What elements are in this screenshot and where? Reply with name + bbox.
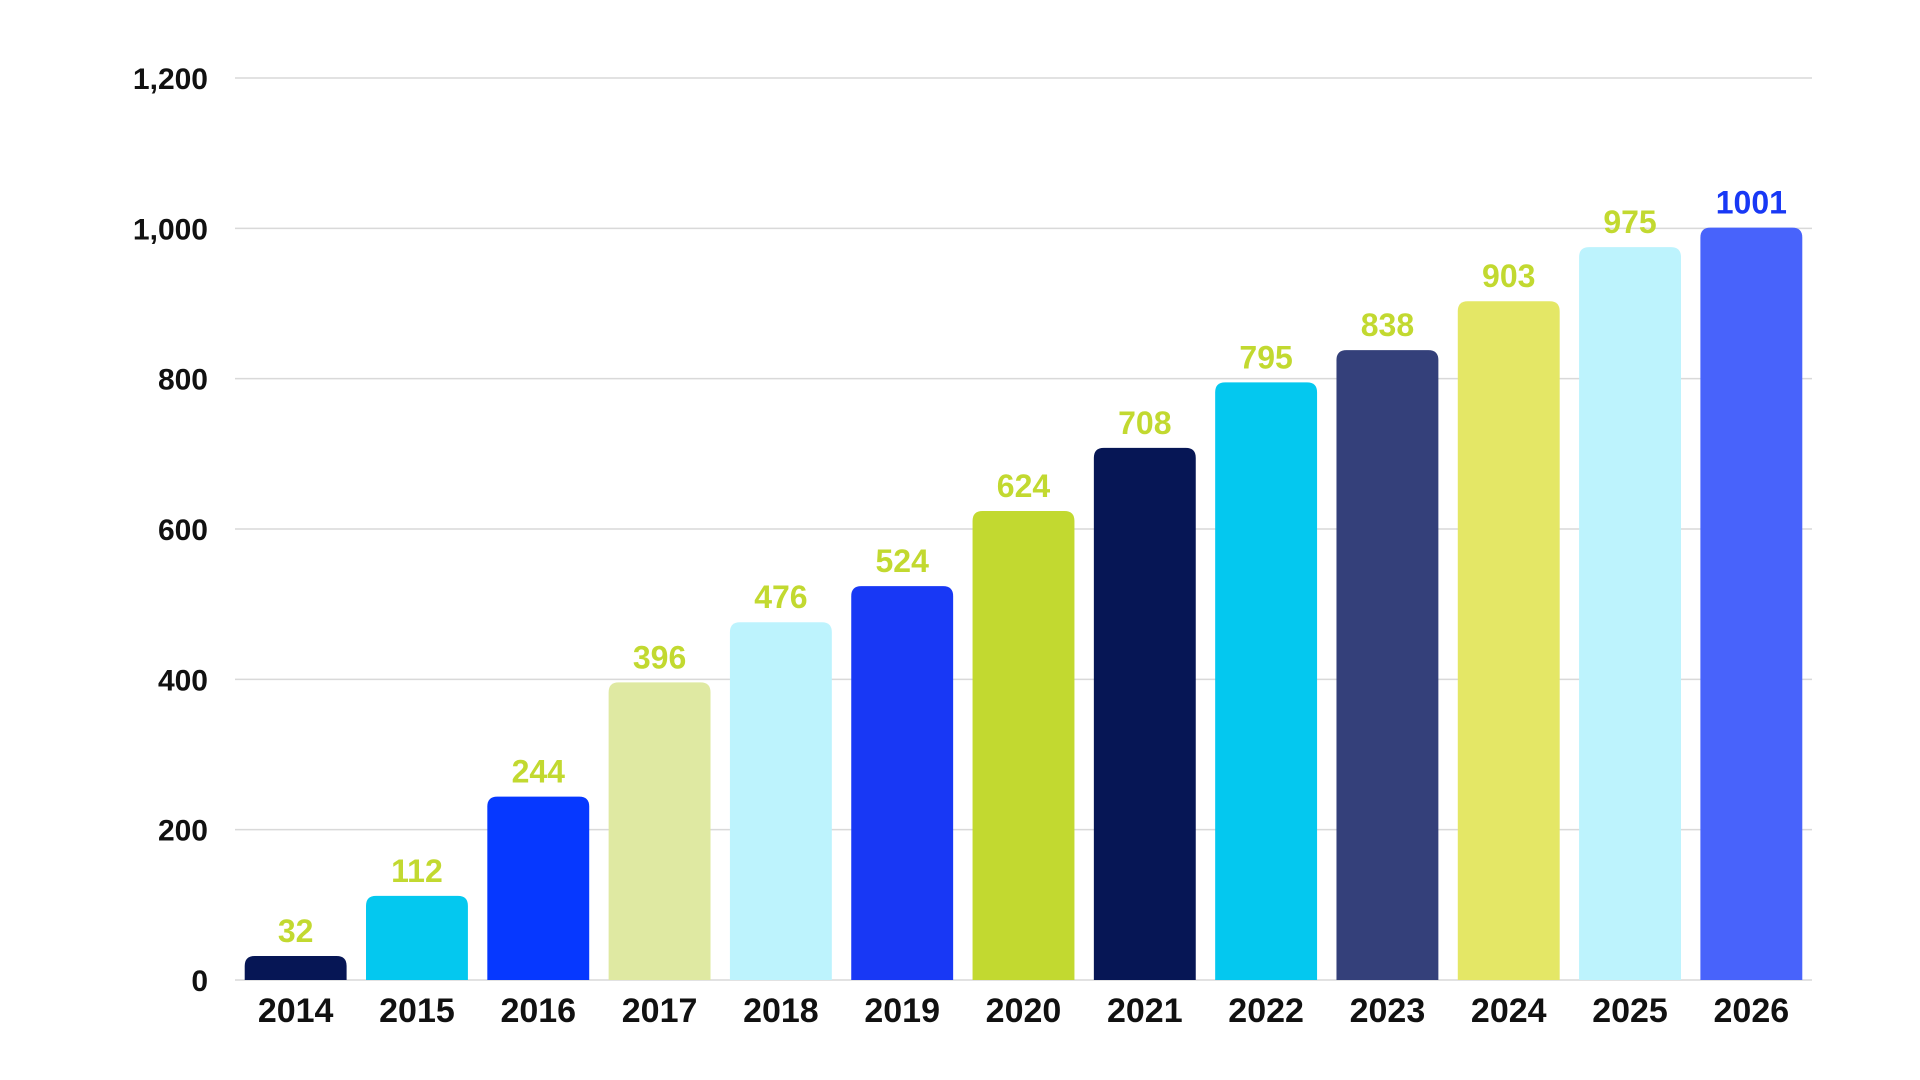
bar-2024: [1457, 301, 1560, 980]
y-axis-ticks: 0 200 400 600 800 1,000 1,200: [133, 63, 208, 998]
x-tick-label: 2022: [1228, 992, 1304, 1030]
data-label-2023: 838: [1361, 307, 1414, 343]
x-tick-label: 2014: [258, 992, 334, 1030]
bar-2021: [1093, 447, 1196, 980]
bar-2014: [244, 955, 347, 980]
y-tick-label: 1,200: [133, 63, 208, 96]
bar-2018: [729, 622, 832, 980]
y-tick-label: 600: [158, 514, 208, 547]
bar-2019: [851, 586, 954, 980]
data-label-2024: 903: [1482, 258, 1535, 294]
bar-2022: [1215, 382, 1318, 980]
y-tick-label: 400: [158, 664, 208, 697]
data-label-2025: 975: [1603, 204, 1656, 240]
x-tick-label: 2019: [864, 992, 940, 1030]
x-tick-label: 2018: [743, 992, 819, 1030]
x-tick-label: 2025: [1592, 992, 1668, 1030]
bar-2020: [972, 510, 1075, 980]
bar-2016: [487, 796, 590, 980]
y-tick-label: 1,000: [133, 213, 208, 246]
data-label-2026: 1001: [1716, 185, 1787, 221]
x-tick-label: 2015: [379, 992, 455, 1030]
data-label-2021: 708: [1118, 405, 1171, 441]
data-label-2015: 112: [391, 853, 443, 889]
x-tick-label: 2026: [1714, 992, 1790, 1030]
bar-2023: [1336, 350, 1439, 980]
x-axis-ticks: 2014 2015 2016 2017 2018 2019 2020 2021 2022 2023…: [258, 992, 1789, 1030]
data-label-2019: 524: [875, 543, 929, 579]
x-tick-label: 2016: [500, 992, 576, 1030]
x-tick-label: 2017: [622, 992, 698, 1030]
bar-2015: [366, 895, 468, 980]
x-tick-label: 2024: [1471, 992, 1547, 1030]
y-tick-label: 800: [158, 364, 208, 397]
y-tick-label: 0: [191, 965, 208, 998]
x-tick-label: 2020: [986, 992, 1062, 1030]
data-label-2016: 244: [512, 754, 566, 790]
y-tick-label: 200: [158, 815, 208, 848]
data-labels: 32 112 244 396 476 524 624 708 795 838 903 975 1001: [278, 185, 1787, 949]
data-label-2017: 396: [633, 639, 686, 675]
bar-2026: [1700, 227, 1803, 980]
x-tick-label: 2023: [1350, 992, 1426, 1030]
x-tick-label: 2021: [1107, 992, 1183, 1030]
bars: [244, 227, 1803, 980]
data-label-2022: 795: [1239, 339, 1292, 375]
data-label-2020: 624: [997, 468, 1051, 504]
bar-2017: [608, 682, 711, 980]
data-label-2014: 32: [278, 913, 314, 949]
data-label-2018: 476: [754, 579, 807, 615]
bar-2025: [1579, 247, 1681, 980]
